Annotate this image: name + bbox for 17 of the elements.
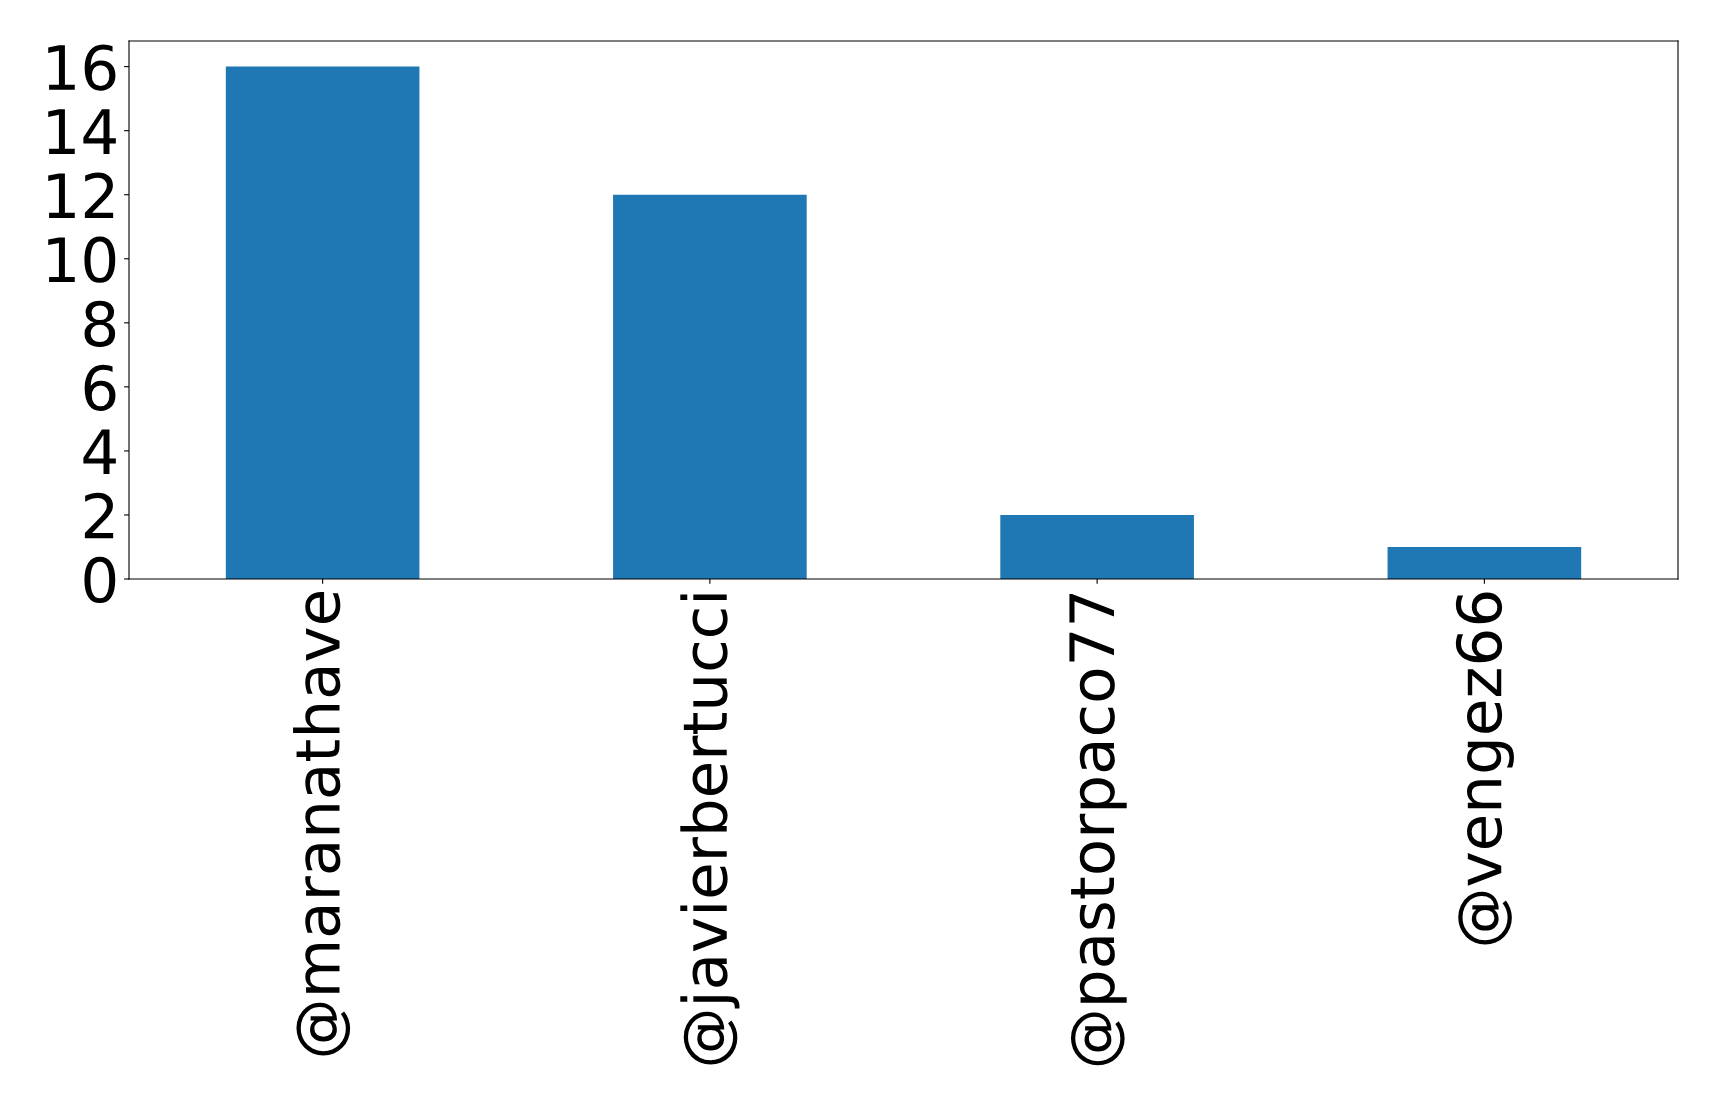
- y-tick-label: 8: [84, 300, 116, 347]
- y-tick-label: 6: [84, 364, 116, 411]
- x-tick-label: @vengez66: [1455, 592, 1514, 945]
- y-tick-label: 16: [48, 44, 116, 91]
- bar: [225, 66, 420, 579]
- bar: [1387, 546, 1582, 579]
- x-tick-label: @javierbertucci: [680, 594, 740, 1065]
- x-tick-label: @pastorpaco77: [1069, 593, 1127, 1066]
- bar: [613, 194, 807, 579]
- y-tick-label: 12: [48, 172, 114, 218]
- x-tick-label: @maranathave: [293, 591, 351, 1056]
- y-tick-label: 4: [83, 429, 116, 475]
- bar: [1000, 514, 1194, 579]
- y-tick-label: 14: [48, 109, 116, 154]
- y-tick-label: 0: [84, 556, 116, 604]
- y-tick-label: 10: [48, 236, 116, 283]
- y-tick-label: 2: [84, 492, 114, 539]
